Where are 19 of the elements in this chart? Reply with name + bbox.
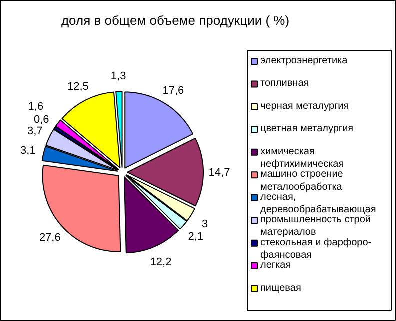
legend-label: пищевая <box>260 282 302 294</box>
data-label: 0,6 <box>34 114 50 126</box>
data-label: 12,5 <box>67 81 89 94</box>
legend-label: топливная <box>260 78 310 90</box>
data-label: 14,7 <box>208 167 230 180</box>
data-label: 3,1 <box>20 144 36 157</box>
data-label: 1,6 <box>28 101 44 114</box>
data-label: 12,2 <box>150 256 172 269</box>
data-label: 1,3 <box>110 70 126 83</box>
chart-title: доля в общем объеме продукции ( %) <box>61 13 290 28</box>
data-label: 17,6 <box>162 84 184 97</box>
legend-label: черная металургия <box>260 100 350 112</box>
data-label: 2,1 <box>188 230 204 243</box>
data-label: 27,6 <box>39 232 61 244</box>
legend-label: легкая <box>260 260 292 272</box>
legend-label: электроэнергетика <box>260 56 348 66</box>
data-label: 3 <box>202 218 208 230</box>
legend-label: цветная металургия <box>260 124 354 135</box>
data-label: 3,7 <box>27 125 43 138</box>
